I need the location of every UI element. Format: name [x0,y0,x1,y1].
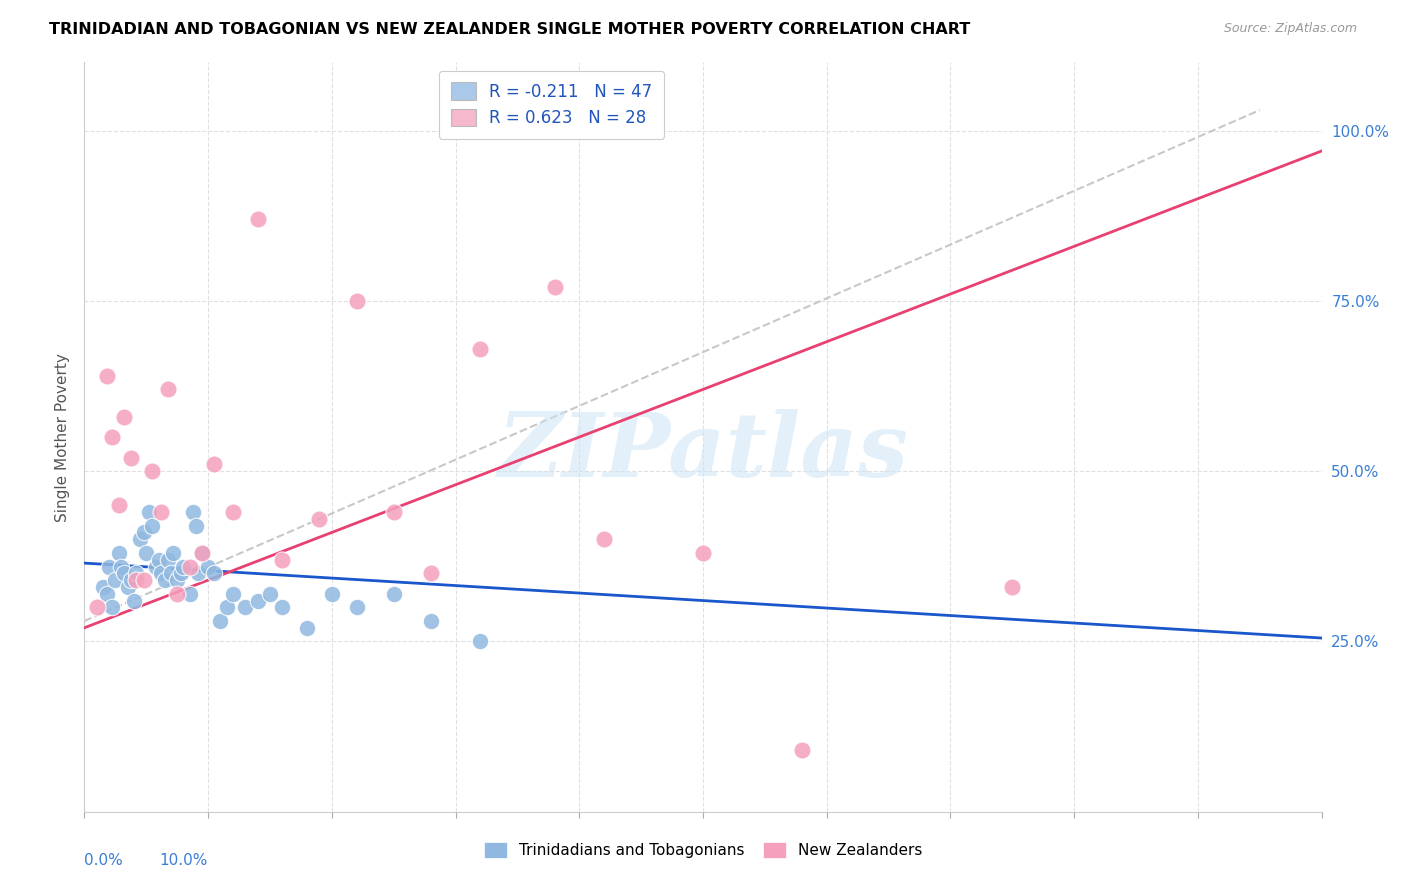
Point [246,593,269,607]
Point [179,587,201,601]
Point [271,552,294,566]
Point [141,464,163,478]
Point [271,600,294,615]
Point [150,566,173,581]
Point [145,559,167,574]
Point [98,559,121,574]
Point [104,573,127,587]
Point [215,600,238,615]
Point [202,566,225,581]
Point [692,546,714,560]
Point [160,566,183,581]
Point [100,430,122,444]
Point [346,600,368,615]
Point [321,587,343,601]
Point [138,505,160,519]
Text: ZIPatlas: ZIPatlas [498,409,908,495]
Point [129,533,152,547]
Point [209,614,232,628]
Text: 0.0%: 0.0% [84,853,124,868]
Text: Source: ZipAtlas.com: Source: ZipAtlas.com [1223,22,1357,36]
Point [222,587,245,601]
Point [157,552,180,566]
Point [308,512,330,526]
Point [125,566,148,581]
Point [246,212,269,227]
Point [141,518,163,533]
Point [112,566,135,581]
Point [346,293,368,308]
Point [181,505,204,519]
Point [120,450,142,465]
Point [197,559,219,574]
Point [110,559,132,574]
Point [166,573,188,587]
Point [179,559,201,574]
Point [132,525,155,540]
Point [122,593,145,607]
Point [91,580,114,594]
Point [170,566,193,581]
Point [790,743,813,757]
Point [222,505,245,519]
Point [419,614,441,628]
Point [153,573,176,587]
Point [543,280,565,294]
Point [108,498,131,512]
Point [148,552,170,566]
Text: TRINIDADIAN AND TOBAGONIAN VS NEW ZEALANDER SINGLE MOTHER POVERTY CORRELATION CH: TRINIDADIAN AND TOBAGONIAN VS NEW ZEALAN… [49,22,970,37]
Point [470,342,492,356]
Point [419,566,441,581]
Point [166,587,188,601]
Point [295,621,318,635]
Point [120,573,142,587]
Point [382,505,405,519]
Point [96,368,118,383]
Point [172,559,194,574]
Point [162,546,184,560]
Point [86,600,108,615]
Point [202,458,225,472]
Point [191,546,214,560]
Point [191,546,214,560]
Point [125,573,148,587]
Point [157,383,180,397]
Point [470,634,492,648]
Legend: Trinidadians and Tobagonians, New Zealanders: Trinidadians and Tobagonians, New Zealan… [478,836,928,864]
Point [382,587,405,601]
Point [112,409,135,424]
Point [593,533,616,547]
Point [187,566,209,581]
Point [108,546,131,560]
Point [233,600,256,615]
Point [150,505,173,519]
Point [100,600,122,615]
Point [132,573,155,587]
Y-axis label: Single Mother Poverty: Single Mother Poverty [55,352,70,522]
Point [96,587,118,601]
Text: 10.0%: 10.0% [160,853,208,868]
Point [135,546,157,560]
Point [259,587,281,601]
Point [184,518,207,533]
Point [1001,580,1024,594]
Point [117,580,139,594]
